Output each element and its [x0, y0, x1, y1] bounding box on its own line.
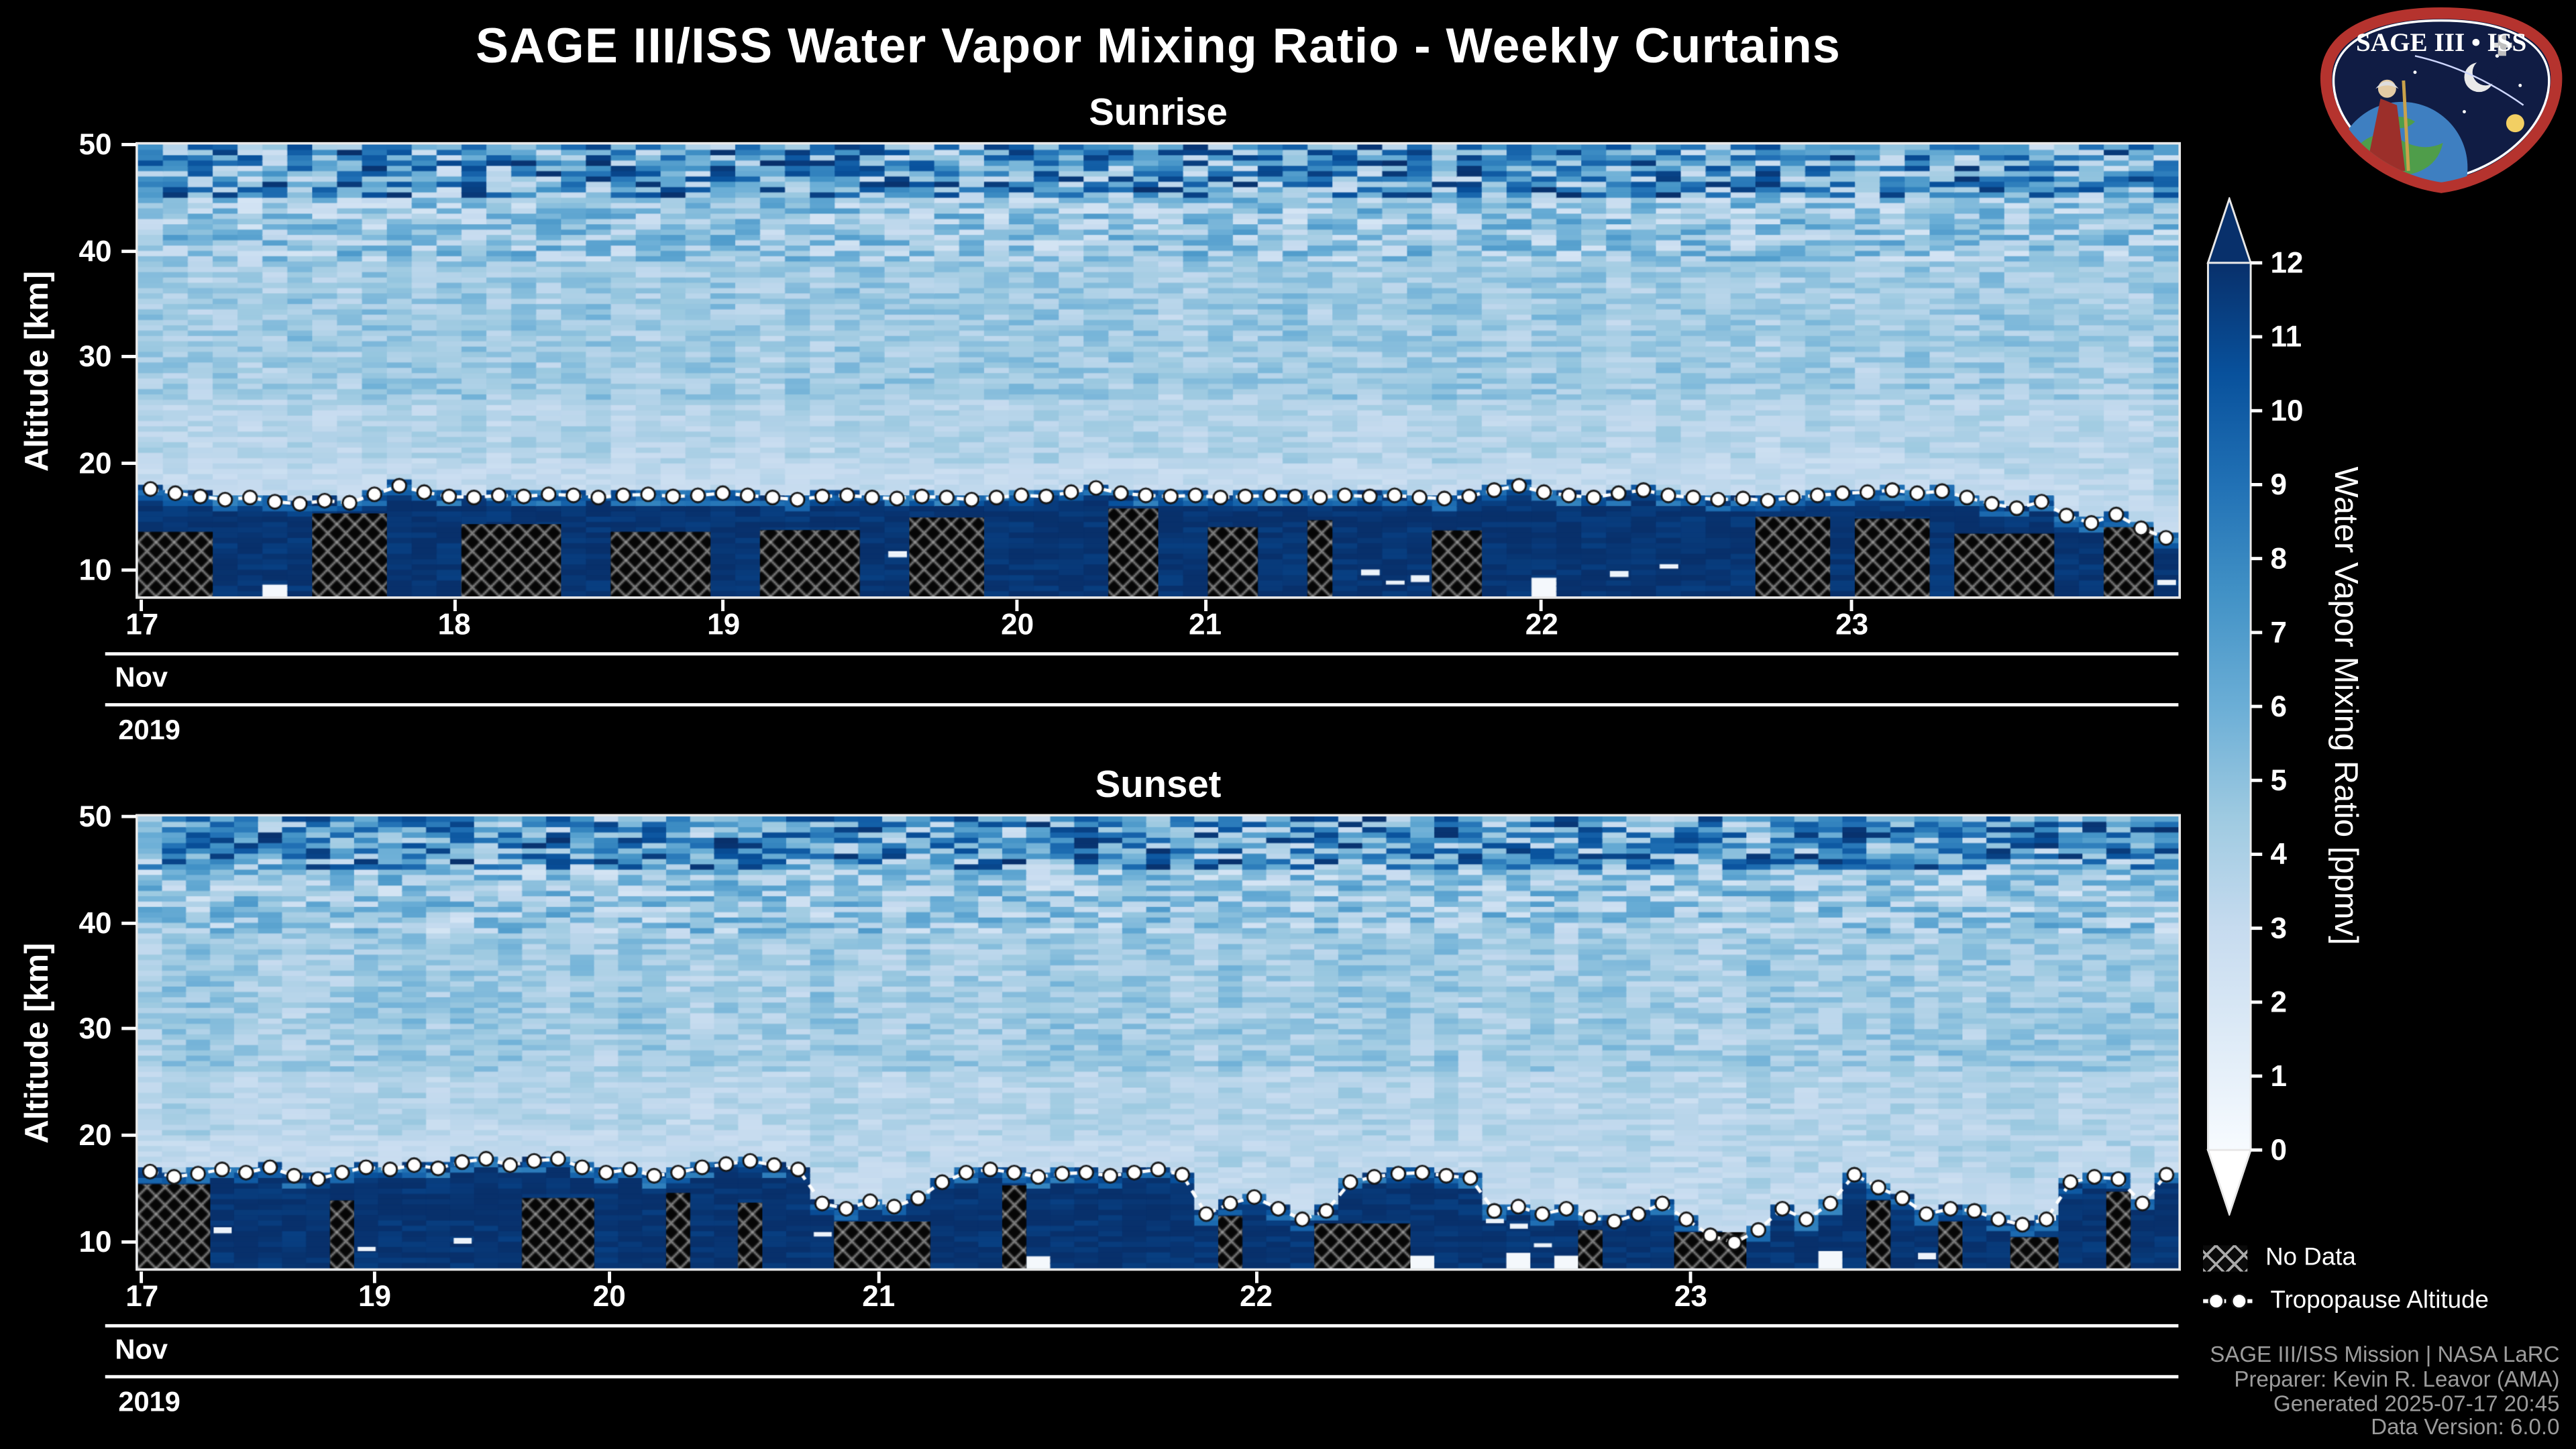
y-tick-mark — [121, 1134, 137, 1137]
logo-figure — [2365, 79, 2410, 171]
y-tick-mark — [121, 355, 137, 359]
footer-line-version: Data Version: 6.0.0 — [2371, 1415, 2560, 1440]
y-tick-label: 20 — [78, 1119, 112, 1152]
x-tick-mark — [373, 1271, 376, 1283]
x-tick-mark — [1540, 599, 1544, 612]
x-tick-label: 20 — [1001, 608, 1034, 641]
x-tick-mark — [1688, 1271, 1693, 1283]
footer-credits: SAGE III/ISS Mission | NASA LaRC Prepare… — [2210, 1342, 2560, 1441]
heatmap-canvas-sunrise — [138, 144, 2179, 596]
panel-subtitle-sunrise: Sunrise — [1089, 90, 1228, 133]
colorbar-label: Water Vapor Mixing Ratio [ppmv] — [2326, 467, 2363, 946]
x-tick-mark — [1850, 599, 1854, 612]
y-axis-label-sunrise: Altitude [km] — [19, 270, 56, 471]
x-tick-mark — [452, 599, 456, 612]
colorbar — [2206, 197, 2253, 1216]
legend-label-tropopause: Tropopause Altitude — [2270, 1286, 2489, 1315]
colorbar-under-arrow — [2206, 1148, 2253, 1216]
panel-sunset: Sunset Altitude [km] 10 20 30 40 50 17 19 20 21… — [19, 762, 2179, 1417]
y-tick-label: 50 — [78, 800, 112, 833]
x-tick-mark — [1016, 599, 1020, 612]
x-tick-label: 22 — [1239, 1279, 1273, 1313]
x-tick-label: 23 — [1835, 608, 1869, 641]
legend-row-no-data: No Data — [2203, 1244, 2489, 1272]
y-tick-label: 10 — [78, 553, 112, 586]
y-tick-mark — [121, 143, 137, 146]
legend-label-no-data: No Data — [2265, 1243, 2356, 1272]
legend: No Data Tropopause Altitude — [2203, 1244, 2489, 1314]
y-tick-mark — [121, 921, 137, 925]
colorbar-over-arrow — [2206, 197, 2253, 264]
heatmap-canvas-sunset — [138, 816, 2179, 1269]
legend-row-tropopause: Tropopause Altitude — [2203, 1286, 2489, 1315]
logo-sun — [2506, 114, 2524, 133]
x-tick-mark — [607, 1271, 611, 1283]
x-tick-label: 19 — [707, 608, 741, 641]
logo-title: SAGE III • ISS — [2356, 28, 2526, 57]
y-tick-mark — [121, 568, 137, 572]
colorbar-gradient — [2206, 262, 2252, 1151]
footer-line-preparer: Preparer: Kevin R. Leavor (AMA) — [2234, 1366, 2560, 1391]
date-axis-separator — [105, 1324, 2179, 1328]
y-tick-mark — [121, 814, 137, 818]
y-tick-label: 30 — [78, 1012, 112, 1046]
footer-line-mission: SAGE III/ISS Mission | NASA LaRC — [2210, 1342, 2560, 1367]
y-tick-label: 10 — [78, 1225, 112, 1258]
x-tick-label: 17 — [125, 1279, 159, 1313]
month-label: Nov — [115, 1334, 168, 1366]
tropopause-line-icon — [2203, 1292, 2253, 1309]
date-axis-separator — [105, 703, 2179, 707]
y-tick-label: 20 — [78, 447, 112, 480]
y-tick-mark — [121, 1027, 137, 1031]
x-tick-label: 22 — [1525, 608, 1558, 641]
x-tick-mark — [1254, 1271, 1258, 1283]
sage-iii-iss-logo: SAGE III • ISS — [2320, 7, 2563, 193]
footer-line-generated: Generated 2025-07-17 20:45 — [2273, 1391, 2560, 1416]
y-tick-mark — [121, 1240, 137, 1244]
x-tick-mark — [877, 1271, 881, 1283]
x-tick-mark — [140, 599, 144, 612]
x-tick-label: 19 — [358, 1279, 392, 1313]
x-tick-label: 20 — [592, 1279, 626, 1313]
x-tick-label: 21 — [862, 1279, 896, 1313]
y-tick-mark — [121, 249, 137, 253]
x-tick-label: 17 — [125, 608, 159, 641]
x-tick-mark — [722, 599, 726, 612]
y-tick-label: 50 — [78, 128, 112, 162]
x-tick-mark — [140, 1271, 144, 1283]
x-tick-mark — [1203, 599, 1207, 612]
y-tick-mark — [121, 462, 137, 466]
y-tick-label: 30 — [78, 340, 112, 374]
x-tick-label: 21 — [1188, 608, 1222, 641]
month-label: Nov — [115, 661, 168, 694]
no-data-hatch-icon — [2203, 1244, 2248, 1271]
y-axis-label-sunset: Altitude [km] — [19, 942, 56, 1143]
figure-title: SAGE III/ISS Water Vapor Mixing Ratio - … — [475, 19, 1841, 74]
x-tick-label: 23 — [1674, 1279, 1707, 1313]
year-label: 2019 — [118, 1386, 180, 1418]
date-axis-separator — [105, 1375, 2179, 1379]
logo-iss — [2492, 34, 2512, 56]
panel-subtitle-sunset: Sunset — [1095, 762, 1222, 806]
y-tick-label: 40 — [78, 906, 112, 940]
y-tick-label: 40 — [78, 234, 112, 268]
panel-sunrise: Sunrise Altitude [km] 10 20 30 40 50 17 18 19 2… — [19, 91, 2179, 746]
year-label: 2019 — [118, 714, 180, 746]
x-tick-label: 18 — [437, 608, 471, 641]
date-axis-separator — [105, 652, 2179, 656]
